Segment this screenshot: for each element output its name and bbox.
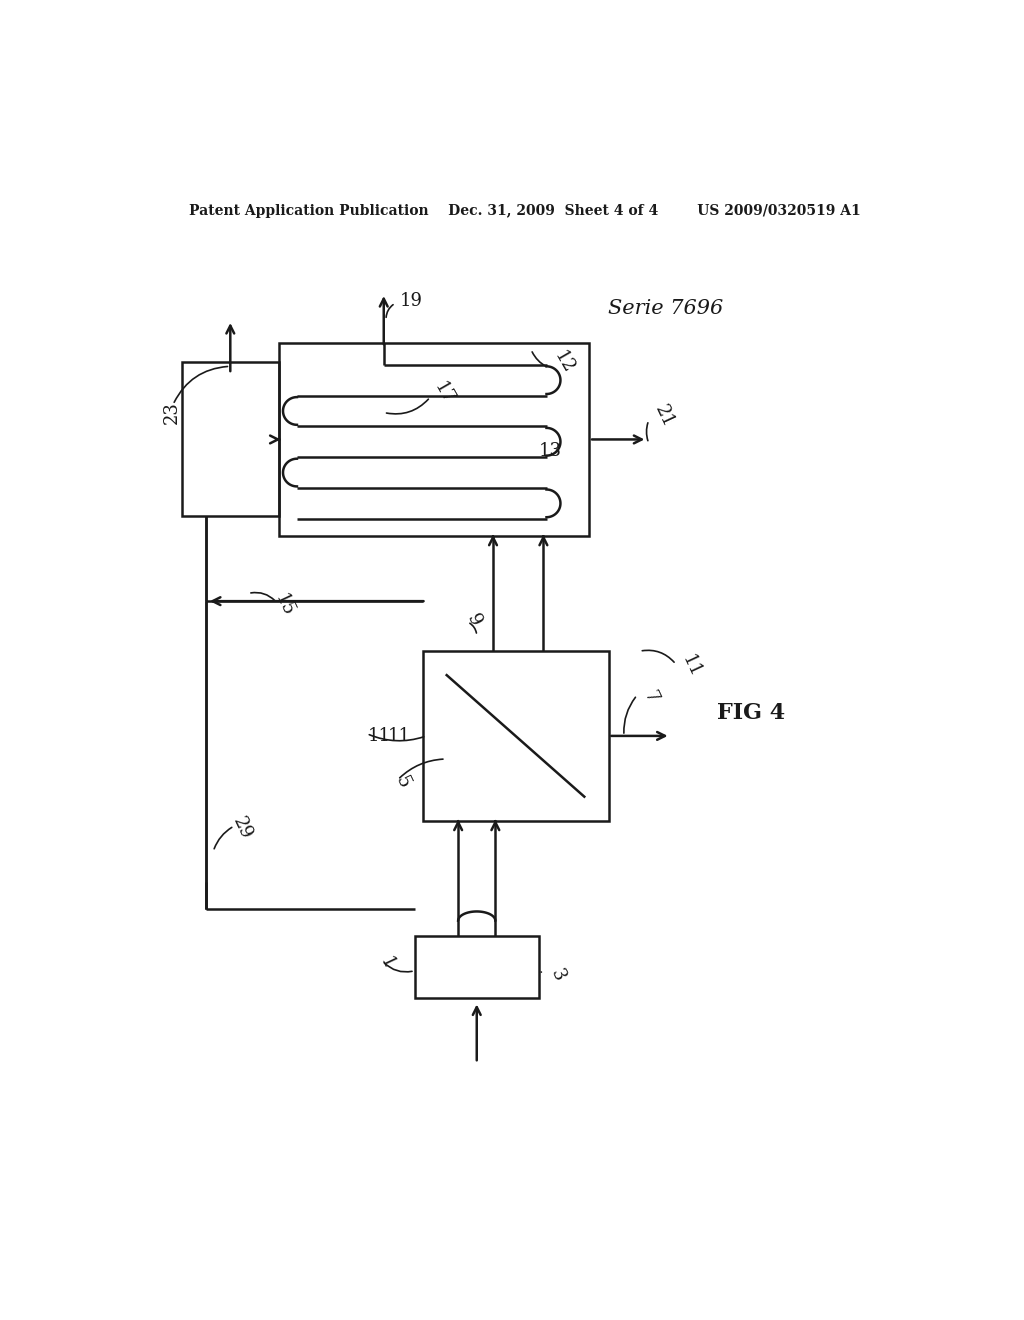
Bar: [423, 651, 608, 821]
Bar: [415, 936, 539, 998]
Text: 3: 3: [547, 966, 567, 983]
Text: FIG 4: FIG 4: [717, 702, 785, 723]
Text: 17: 17: [430, 379, 458, 408]
Text: 7: 7: [640, 689, 660, 706]
Text: Patent Application Publication    Dec. 31, 2009  Sheet 4 of 4        US 2009/032: Patent Application Publication Dec. 31, …: [188, 203, 861, 218]
Bar: [182, 363, 280, 516]
Text: 9: 9: [463, 611, 484, 630]
Text: 23: 23: [163, 401, 181, 424]
Text: 29: 29: [228, 814, 255, 842]
Text: 11: 11: [678, 652, 705, 681]
Text: 1: 1: [376, 954, 397, 972]
Bar: [280, 343, 589, 536]
Text: Serie 7696: Serie 7696: [608, 300, 724, 318]
Text: 12: 12: [550, 348, 578, 376]
Text: 13: 13: [539, 442, 562, 459]
Text: 11: 11: [388, 727, 411, 744]
Text: 5: 5: [391, 774, 413, 791]
Text: 21: 21: [651, 403, 677, 430]
Text: 11: 11: [369, 727, 391, 744]
Text: 19: 19: [399, 292, 422, 310]
Text: 15: 15: [271, 591, 297, 619]
